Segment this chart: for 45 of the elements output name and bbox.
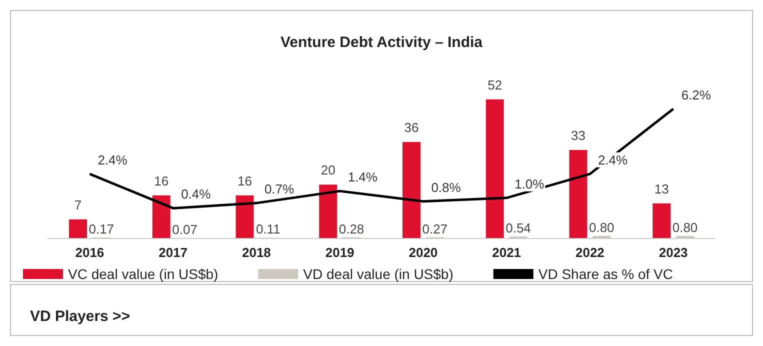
data-label: 2.4% bbox=[98, 152, 128, 168]
data-label: 0.28 bbox=[338, 221, 364, 236]
data-label: 6.2% bbox=[681, 87, 712, 102]
legend-label: VD deal value (in US$b) bbox=[303, 266, 454, 282]
bar bbox=[652, 203, 671, 238]
data-label: 33 bbox=[571, 128, 586, 143]
bar bbox=[569, 150, 588, 238]
data-label: 7 bbox=[74, 197, 82, 212]
data-label: 0.80 bbox=[588, 220, 614, 235]
bar bbox=[486, 99, 504, 238]
data-label: 0.17 bbox=[88, 222, 114, 237]
bar bbox=[152, 195, 170, 238]
bar bbox=[402, 142, 420, 238]
x-tick-label: 2021 bbox=[492, 245, 522, 260]
data-label: 16 bbox=[238, 173, 252, 188]
data-label: 0.80 bbox=[672, 220, 698, 235]
data-label: 1.4% bbox=[348, 170, 378, 185]
x-tick-label: 2022 bbox=[575, 245, 604, 260]
data-label: 52 bbox=[488, 77, 502, 92]
x-tick-label: 2019 bbox=[325, 245, 354, 260]
data-label: 20 bbox=[320, 162, 336, 178]
data-label: 13 bbox=[654, 181, 669, 196]
data-label: 1.0% bbox=[514, 176, 545, 192]
legend-label: VD Share as % of VC bbox=[538, 266, 673, 282]
legend-label: VC deal value (in US$b) bbox=[68, 266, 218, 282]
bar bbox=[236, 195, 254, 238]
data-label: 0.4% bbox=[181, 186, 212, 202]
x-tick-label: 2016 bbox=[75, 245, 104, 260]
x-tick-label: 2023 bbox=[658, 245, 688, 260]
x-tick-label: 2020 bbox=[408, 245, 438, 260]
data-label: 0.8% bbox=[431, 180, 462, 195]
data-label: 36 bbox=[404, 120, 419, 135]
text: VD Players >> bbox=[30, 308, 130, 325]
data-label: 0.27 bbox=[422, 221, 448, 236]
chart-title: Venture Debt Activity – India bbox=[280, 34, 484, 51]
data-label: 0.07 bbox=[172, 222, 198, 237]
data-label: 16 bbox=[154, 173, 169, 188]
bar bbox=[319, 184, 338, 238]
data-label: 0.11 bbox=[256, 222, 280, 237]
data-label: 2.4% bbox=[598, 152, 628, 168]
data-label: 0.54 bbox=[506, 220, 531, 236]
x-tick-label: 2018 bbox=[242, 245, 271, 260]
data-label: 0.7% bbox=[264, 182, 295, 197]
x-tick-label: 2017 bbox=[158, 245, 188, 260]
bar bbox=[68, 219, 87, 238]
